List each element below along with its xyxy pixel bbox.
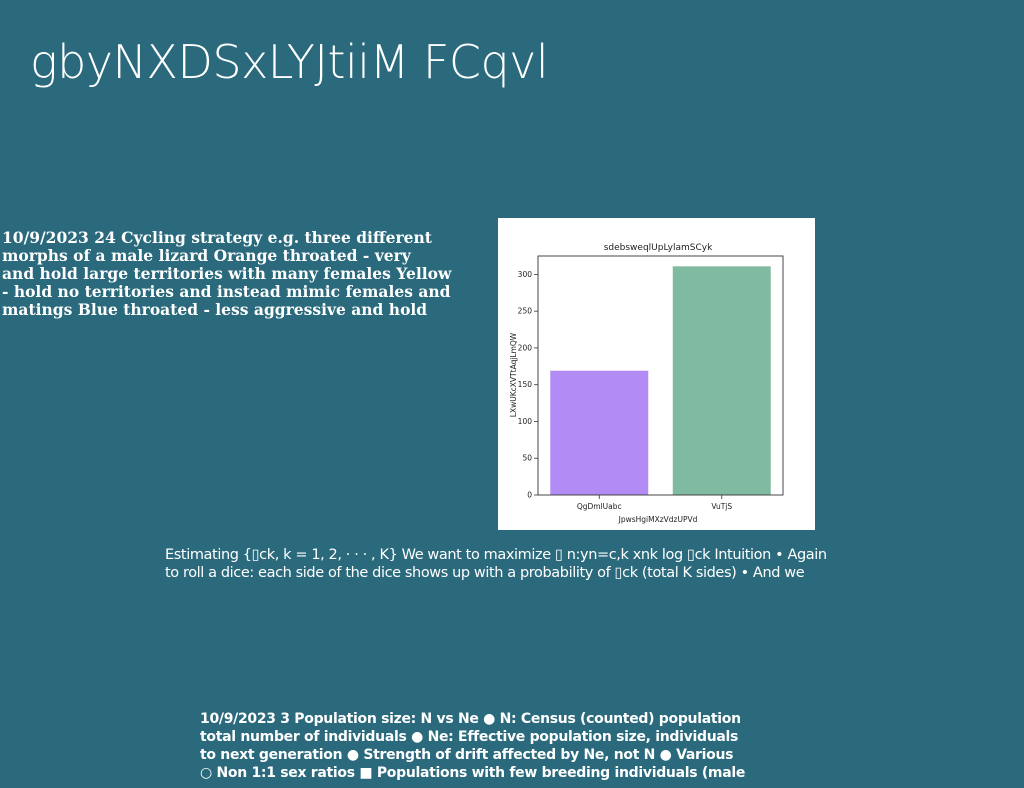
x-tick-label: VuTjS: [711, 502, 732, 511]
axes-frame: [537, 255, 784, 496]
y-tick-label: 250: [518, 307, 533, 316]
bottom-text-block: 10/9/2023 3 Population size: N vs Ne ● N…: [200, 710, 785, 782]
bottom-text-line: 10/9/2023 3 Population size: N vs Ne ● N…: [200, 711, 741, 727]
y-tick-label: 150: [518, 380, 533, 389]
left-text-line: morphs of a male lizard Orange throated …: [2, 247, 411, 265]
left-text-line: and hold large territories with many fem…: [2, 265, 452, 283]
x-tick-label: QgDmlUabc: [577, 502, 622, 511]
bottom-text-line: ○ Non 1:1 sex ratios ■ Populations with …: [200, 765, 746, 781]
x-axis-label: JpwsHgiMXzVdzUPVd: [618, 515, 698, 524]
bottom-text-line: total number of individuals ● Ne: Effect…: [200, 729, 739, 745]
y-tick-label: 300: [518, 270, 533, 279]
y-tick-label: 100: [518, 417, 533, 426]
bar: [550, 370, 649, 495]
bar-chart: sdebsweqlUpLylamSCyk LXwUKcXVTtAqjLmQW J…: [509, 243, 784, 524]
middle-text-line: Estimating {▯ck, k = 1, 2, · · · , K} We…: [165, 547, 827, 563]
left-text-block: 10/9/2023 24 Cycling strategy e.g. three…: [2, 229, 472, 319]
middle-text-block: Estimating {▯ck, k = 1, 2, · · · , K} We…: [165, 546, 835, 582]
bottom-text-line: to next generation ● Strength of drift a…: [200, 747, 734, 763]
y-tick-label: 50: [522, 454, 532, 463]
slide-title: gbyNXDSxLYJtiiM FCqvl: [30, 35, 549, 89]
bar-chart-panel: sdebsweqlUpLylamSCyk LXwUKcXVTtAqjLmQW J…: [498, 218, 815, 530]
bar: [672, 266, 771, 495]
chart-title: sdebsweqlUpLylamSCyk: [604, 243, 713, 253]
left-text-line: 10/9/2023 24 Cycling strategy e.g. three…: [2, 229, 432, 247]
y-tick-label: 200: [518, 343, 533, 352]
middle-text-line: to roll a dice: each side of the dice sh…: [165, 565, 805, 581]
y-tick-label: 0: [527, 491, 532, 500]
left-text-line: - hold no territories and instead mimic …: [2, 283, 451, 301]
left-text-line: matings Blue throated - less aggressive …: [2, 301, 428, 319]
y-axis-label: LXwUKcXVTtAqjLmQW: [509, 332, 518, 417]
plot-area: 0 50 100 150 200 250 300 QgDmlUabc VuTjS: [518, 255, 784, 511]
